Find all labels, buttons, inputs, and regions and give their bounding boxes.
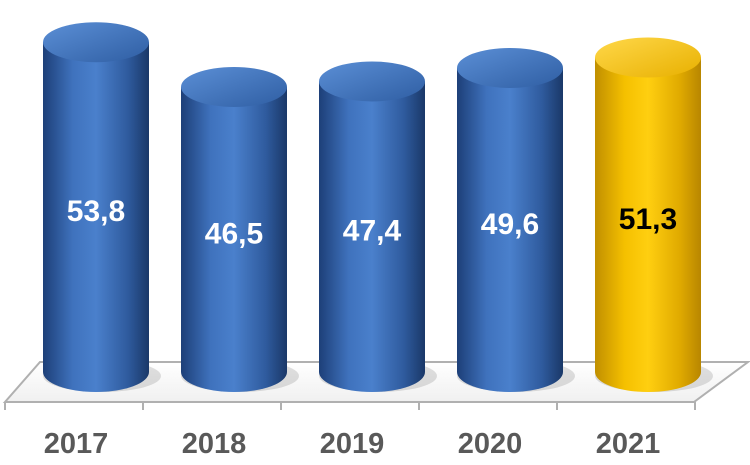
x-tick-label: 2017 xyxy=(44,428,109,460)
x-tick-labels: 2017 2018 2019 2020 2021 xyxy=(44,428,661,460)
bar-body xyxy=(457,67,563,393)
bar-2018: 46,5 xyxy=(181,66,299,392)
bar-top xyxy=(181,66,287,107)
data-label: 49,6 xyxy=(481,208,539,241)
bar-body xyxy=(595,57,701,392)
data-label: 53,8 xyxy=(67,195,125,228)
data-label: 47,4 xyxy=(343,215,402,248)
x-tick-label: 2021 xyxy=(596,428,661,460)
bar-top xyxy=(457,47,563,88)
bar-2019: 47,4 xyxy=(319,61,437,393)
x-axis-ticks xyxy=(4,402,696,410)
bar-top xyxy=(595,37,701,78)
bar-body xyxy=(319,81,425,393)
bar-2021: 51,3 xyxy=(595,37,713,392)
x-tick-label: 2020 xyxy=(458,428,523,460)
bar-2020: 49,6 xyxy=(457,47,575,393)
bars-group: 53,8 46,5 47,4 49,6 51,3 xyxy=(43,22,713,393)
bar-2017: 53,8 xyxy=(43,22,161,393)
bar-top xyxy=(319,61,425,102)
x-tick-label: 2018 xyxy=(182,428,247,460)
data-label: 51,3 xyxy=(619,203,677,236)
bar-top xyxy=(43,22,149,63)
x-tick-label: 2019 xyxy=(320,428,385,460)
bar-body xyxy=(181,86,287,392)
data-label: 46,5 xyxy=(205,217,263,250)
bar-body xyxy=(43,42,149,393)
